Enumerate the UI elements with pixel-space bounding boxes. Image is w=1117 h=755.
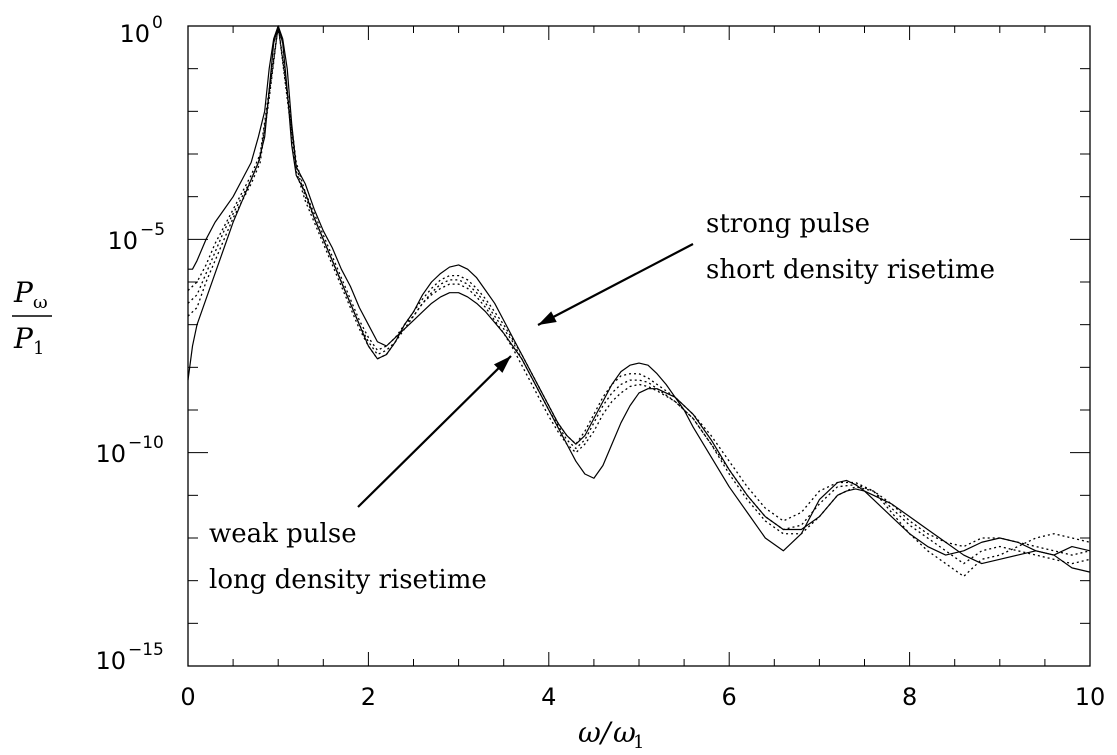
series-line-3 — [187, 25, 1091, 565]
arrow-strong-pulse-shaft — [537, 243, 694, 326]
svg-text:1: 1 — [633, 732, 644, 753]
arrow-weak-pulse-shaft — [357, 355, 512, 508]
y-tick-label-neg10: 10 −10 — [95, 433, 163, 468]
svg-text:1: 1 — [33, 338, 44, 359]
series-line-1 — [188, 25, 1091, 573]
series-line-5 — [187, 25, 1091, 556]
annotation-arrows — [357, 243, 694, 508]
svg-text:−15: −15 — [128, 640, 164, 660]
svg-text:ω: ω — [613, 716, 636, 749]
x-tick-label-2: 2 — [361, 683, 376, 711]
svg-text:/: / — [598, 716, 613, 749]
y-axis-label: P ω P 1 — [12, 276, 52, 359]
x-tick-label-0: 0 — [180, 683, 195, 711]
arrow-weak-pulse-head — [493, 356, 511, 373]
series-line-4 — [187, 25, 1091, 578]
y-tick-label-neg15: 10 −15 — [95, 640, 163, 675]
x-tick-label-8: 8 — [902, 683, 917, 711]
arrow-strong-pulse-head — [538, 311, 557, 325]
svg-text:−5: −5 — [140, 220, 165, 240]
annotation-weak-pulse: weak pulse — [209, 519, 357, 549]
svg-text:−10: −10 — [128, 433, 164, 453]
svg-text:10: 10 — [95, 440, 126, 468]
annotation-long-risetime: long density risetime — [209, 565, 487, 595]
series-layer — [187, 25, 1091, 578]
svg-text:P: P — [13, 322, 34, 355]
x-tick-label-4: 4 — [541, 683, 556, 711]
annotation-strong-pulse: strong pulse — [706, 209, 870, 239]
y-tick-label-neg5: 10 −5 — [107, 220, 165, 255]
svg-text:10: 10 — [107, 227, 138, 255]
svg-text:0: 0 — [152, 13, 163, 33]
svg-text:10: 10 — [119, 20, 150, 48]
svg-text:P: P — [13, 276, 34, 309]
series-line-2 — [187, 25, 1091, 556]
axis-ticks — [187, 25, 1091, 667]
y-tick-label-0: 10 0 — [119, 13, 162, 48]
annotation-short-risetime: short density risetime — [706, 255, 995, 285]
x-tick-label-6: 6 — [722, 683, 737, 711]
svg-text:ω: ω — [33, 292, 48, 313]
x-tick-label-10: 10 — [1075, 683, 1106, 711]
svg-text:ω: ω — [578, 716, 601, 749]
svg-text:10: 10 — [95, 647, 126, 675]
x-axis-label: ω / ω 1 — [578, 716, 644, 753]
